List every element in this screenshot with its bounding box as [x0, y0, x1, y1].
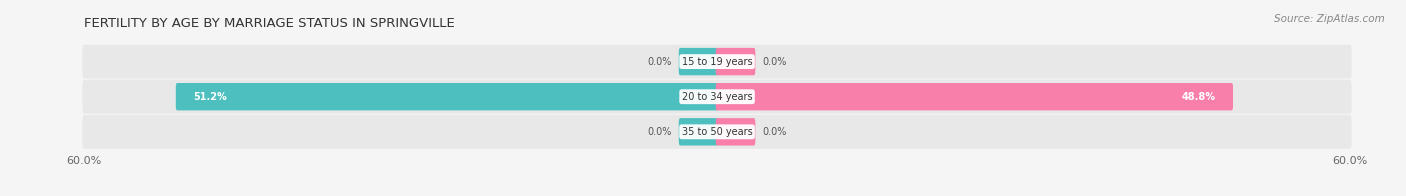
FancyBboxPatch shape — [716, 83, 1233, 110]
FancyBboxPatch shape — [83, 45, 1351, 79]
Text: 51.2%: 51.2% — [193, 92, 226, 102]
Text: FERTILITY BY AGE BY MARRIAGE STATUS IN SPRINGVILLE: FERTILITY BY AGE BY MARRIAGE STATUS IN S… — [84, 17, 456, 30]
FancyBboxPatch shape — [716, 118, 755, 145]
Text: 0.0%: 0.0% — [647, 57, 672, 67]
Text: Source: ZipAtlas.com: Source: ZipAtlas.com — [1274, 14, 1385, 24]
FancyBboxPatch shape — [83, 80, 1351, 114]
FancyBboxPatch shape — [176, 83, 718, 110]
FancyBboxPatch shape — [83, 115, 1351, 149]
Text: 0.0%: 0.0% — [762, 127, 787, 137]
FancyBboxPatch shape — [679, 118, 718, 145]
Legend: Married, Unmarried: Married, Unmarried — [644, 193, 790, 196]
Text: 15 to 19 years: 15 to 19 years — [682, 57, 752, 67]
Text: 48.8%: 48.8% — [1182, 92, 1216, 102]
Text: 35 to 50 years: 35 to 50 years — [682, 127, 752, 137]
Text: 0.0%: 0.0% — [762, 57, 787, 67]
FancyBboxPatch shape — [716, 48, 755, 75]
Text: 20 to 34 years: 20 to 34 years — [682, 92, 752, 102]
Text: 0.0%: 0.0% — [647, 127, 672, 137]
FancyBboxPatch shape — [679, 48, 718, 75]
